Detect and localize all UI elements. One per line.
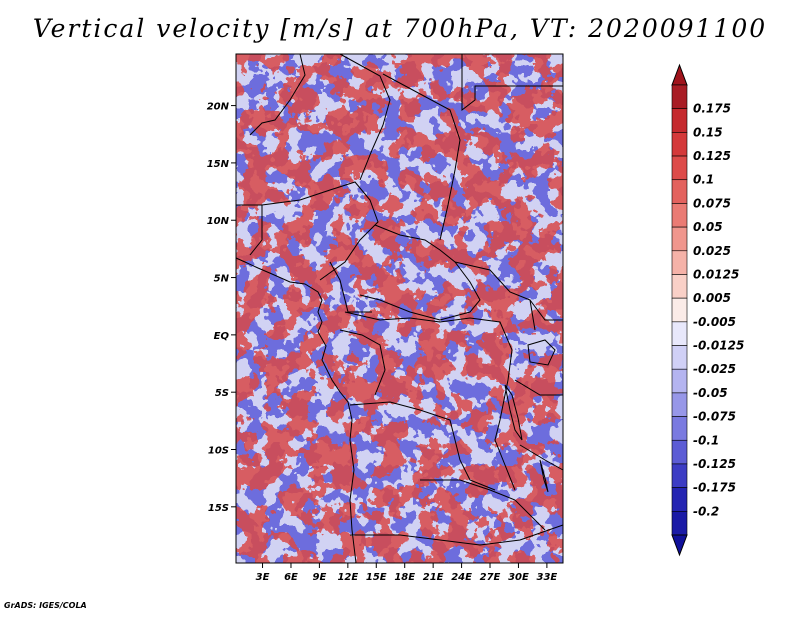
- coastline-west: [235, 257, 357, 564]
- border-namibia: [350, 524, 564, 546]
- colorbar-swatch: [671, 511, 688, 536]
- colorbar-label: 0.175: [693, 102, 731, 116]
- y-tick-label: 15N: [207, 159, 230, 170]
- grads-credit: GrADS: IGES/COLA: [4, 601, 87, 610]
- lake-malawi: [539, 459, 549, 493]
- border-uganda-kenya: [529, 299, 563, 321]
- border-mozambique: [519, 444, 564, 471]
- x-tick-label: 21E: [423, 572, 444, 583]
- lake-victoria: [527, 339, 556, 366]
- colorbar-label: 0.05: [693, 220, 723, 234]
- border-drc-east: [494, 349, 516, 491]
- border-chad-sudan: [382, 73, 461, 241]
- colorbar-label: -0.005: [693, 315, 736, 329]
- colorbar-label: -0.05: [693, 386, 728, 400]
- y-tick-label: 5N: [214, 274, 230, 285]
- colorbar-swatch: [671, 226, 688, 252]
- colorbar-swatch: [671, 297, 688, 323]
- field-ascent-pattern: [236, 54, 563, 563]
- colorbar-label: 0.125: [693, 149, 731, 163]
- colorbar-label: -0.075: [693, 410, 736, 424]
- border-sahara-north: [249, 53, 306, 136]
- x-tick-label: 27E: [480, 572, 501, 583]
- border-south-sudan: [454, 261, 536, 331]
- lake-tanganyika: [504, 384, 523, 441]
- colorbar-swatch: [671, 345, 688, 370]
- x-tick-label: 33E: [537, 572, 558, 583]
- border-car: [359, 224, 481, 321]
- colorbar-label: -0.0125: [693, 339, 744, 353]
- border-west-africa: [236, 204, 263, 256]
- x-tick-label: 3E: [256, 572, 270, 583]
- border-sudan-north: [461, 54, 563, 112]
- colorbar-min-arrow: [671, 534, 688, 557]
- x-tick-label: 24E: [451, 572, 472, 583]
- y-tick-label: 10N: [207, 216, 230, 227]
- border-niger-chad: [339, 53, 391, 181]
- x-tick-label: 30E: [508, 572, 529, 583]
- border-cameroon: [329, 261, 372, 313]
- colorbar-label: 0.0125: [693, 267, 739, 281]
- colorbar-label: 0.1: [693, 173, 714, 187]
- border-drc-north: [344, 311, 513, 351]
- colorbar-swatch: [671, 392, 688, 417]
- border-nigeria: [261, 181, 379, 281]
- y-tick-label: EQ: [214, 331, 230, 342]
- border-congo: [339, 329, 386, 396]
- colorbar-swatch: [671, 250, 688, 275]
- x-tick-label: 18E: [394, 572, 415, 583]
- colorbar-swatch: [671, 132, 688, 157]
- x-tick-label: 15E: [366, 572, 387, 583]
- x-tick-label: 12E: [337, 572, 358, 583]
- colorbar-swatch: [671, 203, 688, 228]
- colorbar-label: -0.2: [693, 504, 719, 518]
- map-field: [236, 54, 563, 563]
- y-tick-label: 15S: [208, 503, 229, 514]
- chart-title: Vertical velocity [m/s] at 700hPa, VT: 2…: [32, 14, 768, 43]
- colorbar-swatch: [671, 108, 688, 133]
- colorbar-max-arrow: [671, 63, 688, 86]
- colorbar-label: 0.005: [693, 291, 731, 305]
- y-tick-label: 5S: [215, 388, 229, 399]
- colorbar-label: -0.125: [693, 457, 736, 471]
- colorbar-label: -0.175: [693, 481, 736, 495]
- x-axis: 3E 6E 9E 12E 15E 18E 21E 24E 27E 30E 33E: [256, 563, 558, 583]
- colorbar-swatch: [671, 487, 688, 512]
- colorbar-label: 0.15: [693, 125, 723, 139]
- colorbar-label: -0.1: [693, 433, 719, 447]
- colorbar-swatch: [671, 179, 688, 204]
- colorbar-swatch: [671, 274, 688, 299]
- y-tick-label: 10S: [208, 446, 229, 457]
- y-tick-label: 20N: [207, 102, 230, 113]
- colorbar-label: 0.075: [693, 196, 731, 210]
- colorbar-swatch: [671, 416, 688, 441]
- colorbar-swatch: [671, 155, 688, 181]
- border-angola: [349, 401, 496, 491]
- colorbar-swatch: [671, 84, 688, 109]
- border-zambia: [420, 479, 546, 531]
- colorbar-label: 0.025: [693, 244, 731, 258]
- y-axis: 20N 15N 10N 5N EQ 5S 10S 15S: [207, 102, 236, 514]
- colorbar-swatch: [671, 321, 688, 346]
- colorbar-swatch: [671, 368, 688, 394]
- colorbar-swatch: [671, 463, 688, 488]
- x-tick-label: 6E: [284, 572, 298, 583]
- border-tanzania: [514, 379, 563, 396]
- country-borders: [235, 53, 564, 564]
- x-tick-label: 9E: [313, 572, 327, 583]
- colorbar-swatch: [671, 439, 688, 465]
- colorbar-label: -0.025: [693, 362, 736, 376]
- colorbar: 0.175 0.15 0.125 0.1 0.075 0.05 0.025 0.0125 0.0…: [671, 63, 744, 557]
- map-frame: [235, 53, 564, 564]
